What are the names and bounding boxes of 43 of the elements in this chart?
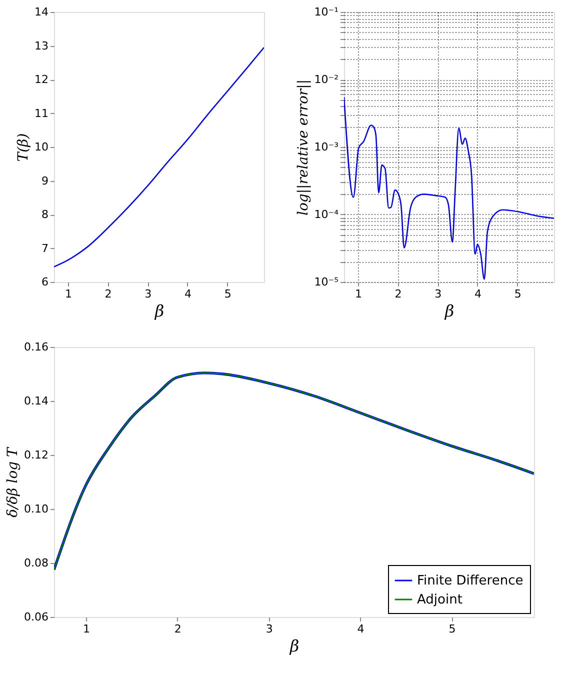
x-tick-label: 1	[64, 288, 72, 300]
y-tick-label: 0.10	[24, 502, 48, 516]
y-tick-label: 13	[34, 39, 48, 52]
y-tick-label: 9	[42, 174, 48, 188]
y-tick-label: 10⁻¹	[314, 6, 338, 18]
x-axis-title: β	[154, 302, 164, 320]
y-tick-label: 11	[34, 106, 48, 120]
y-tick-label: 0.14	[24, 394, 48, 408]
y-tick-label: 10⁻³	[314, 140, 338, 154]
x-tick-label: 3	[434, 288, 442, 300]
y-tick-label: 6	[42, 276, 48, 288]
y-tick-label: 10	[34, 140, 48, 154]
x-tick-label: 5	[514, 288, 522, 300]
x-axis-title: β	[288, 636, 300, 656]
y-tick-label: 0.12	[24, 448, 48, 462]
legend-label: Adjoint	[417, 592, 462, 608]
x-axis-title: β	[444, 302, 454, 320]
x-tick-label: 1	[83, 622, 90, 636]
x-tick-label: 2	[104, 288, 112, 300]
y-tick-label: 0.16	[24, 340, 48, 354]
y-tick-label: 7	[42, 242, 48, 255]
y-tick-label: 0.06	[24, 610, 48, 624]
x-tick-label: 4	[184, 288, 192, 300]
x-tick-label: 1	[354, 288, 362, 300]
y-tick-label: 8	[42, 208, 48, 221]
y-tick-label: 0.08	[24, 556, 48, 570]
y-tick-label: 14	[34, 6, 48, 18]
y-tick-label: 10⁻⁵	[314, 276, 338, 288]
y-tick-label: 10⁻⁴	[314, 208, 340, 221]
x-tick-label: 4	[357, 622, 364, 636]
y-axis-title: log||relative error||	[295, 79, 312, 216]
x-tick-label: 3	[266, 622, 273, 636]
y-tick-label: 12	[34, 73, 48, 86]
y-axis-title: T(β)	[16, 133, 32, 162]
x-tick-label: 3	[144, 288, 152, 300]
y-tick-label: 10⁻²	[314, 73, 338, 86]
x-tick-label: 4	[474, 288, 482, 300]
x-tick-label: 5	[224, 288, 232, 300]
x-tick-label: 2	[394, 288, 402, 300]
x-tick-label: 5	[448, 622, 456, 636]
legend-label: Finite Difference	[417, 574, 524, 588]
x-tick-label: 2	[174, 622, 182, 636]
y-axis-title: δ/δβ log T	[5, 446, 22, 518]
